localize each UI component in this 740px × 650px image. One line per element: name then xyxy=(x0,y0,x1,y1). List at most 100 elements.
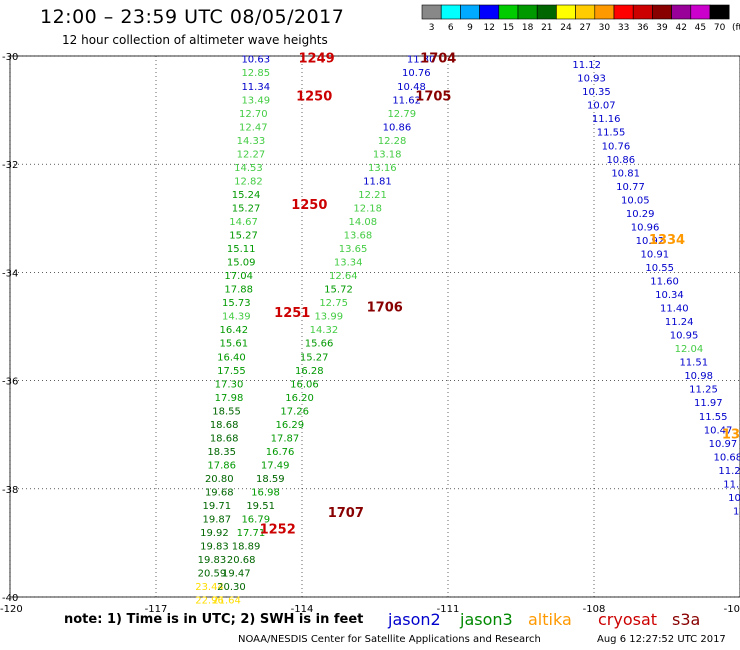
swh-label-jason3: 13.49 xyxy=(241,95,270,106)
color-scale-label: 6 xyxy=(448,23,454,33)
chart-subtitle: 12 hour collection of altimeter wave hei… xyxy=(62,33,328,47)
swh-label-jason2: 10.92 xyxy=(636,236,665,247)
pass-label-s3a: 1706 xyxy=(367,301,403,316)
swh-label-jason3: 18.59 xyxy=(256,474,285,485)
swh-label-jason3: 16.28 xyxy=(295,366,324,377)
swh-label-jason2: 11.60 xyxy=(650,277,679,288)
color-scale-label: 24 xyxy=(560,23,572,33)
pass-label-cryosat: 1249 xyxy=(299,52,335,67)
swh-label-jason3: 15.11 xyxy=(227,244,256,255)
swh-label-jason2: 10.81 xyxy=(611,168,640,179)
pass-label-cryosat: 1250 xyxy=(296,90,332,105)
y-tick-label: -36 xyxy=(2,377,18,388)
note-text: note: 1) Time is in UTC; 2) SWH is in fe… xyxy=(64,612,364,627)
credit-text: NOAA/NESDIS Center for Satellite Applica… xyxy=(238,634,541,645)
swh-label-jason3: 16.76 xyxy=(266,447,295,458)
swh-label-jason3: 15.72 xyxy=(324,285,353,296)
swh-label-jason3: 14.33 xyxy=(237,136,266,147)
swh-label-jason3: 19.68 xyxy=(205,488,234,499)
swh-label-jason3: 12.82 xyxy=(234,176,263,187)
swh-label-jason2: 10.98 xyxy=(684,371,713,382)
color-scale-swatch xyxy=(652,4,672,20)
color-scale-label: 21 xyxy=(541,23,552,33)
swh-label-jason2: 11.14 xyxy=(723,479,740,490)
swh-label-jason3: 16.06 xyxy=(290,379,319,390)
swh-label-jason3: 11.81 xyxy=(363,176,392,187)
swh-label-jason3: 16.20 xyxy=(285,393,314,404)
swh-label-jason3: 12.27 xyxy=(237,149,266,160)
swh-label-jason2: 11.97 xyxy=(694,398,723,409)
swh-label-jason2: 11.16 xyxy=(592,114,621,125)
x-tick-label: -10 xyxy=(724,604,740,615)
swh-label-jason2: 11.40 xyxy=(660,304,689,315)
color-scale-swatch xyxy=(556,4,576,20)
swh-label-jason2: 10.07 xyxy=(587,101,616,112)
swh-label-jason3: 12.75 xyxy=(319,298,348,309)
swh-label-jason3: 19.47 xyxy=(222,569,251,580)
swh-label-jason2: 10.76 xyxy=(602,141,631,152)
color-scale-swatch xyxy=(536,4,557,20)
color-scale-label: 39 xyxy=(656,23,668,33)
legend-label-s3a: s3a xyxy=(672,610,701,629)
legend-label-jason2: jason2 xyxy=(388,610,441,629)
swh-label-jason3: 12.21 xyxy=(358,190,387,201)
legend-label-altika: altika xyxy=(528,610,572,629)
color-scale-swatch xyxy=(690,4,711,20)
swh-label-jason2: 11.51 xyxy=(679,358,708,369)
swh-label-jason2: 11.12 xyxy=(572,60,601,71)
y-tick-label: -32 xyxy=(2,160,18,171)
swh-label-jason3: 14.32 xyxy=(310,325,339,336)
legend-cryosat: cryosat xyxy=(598,610,657,629)
swh-label-jason2: 12.04 xyxy=(675,344,704,355)
swh-label-jason3: 15.27 xyxy=(232,203,261,214)
swh-label-jason3: 18.68 xyxy=(210,433,239,444)
swh-label-jason3: 18.55 xyxy=(212,406,241,417)
swh-label-jason3: 16.42 xyxy=(220,325,249,336)
swh-label-jason3: 15.09 xyxy=(227,258,256,269)
y-tick-label: -40 xyxy=(2,593,18,604)
swh-label-jason3: 16.98 xyxy=(251,488,280,499)
swh-label-jason3: 19.51 xyxy=(246,501,275,512)
swh-label-jason3: 20.30 xyxy=(217,582,246,593)
swh-label-jason3: 13.34 xyxy=(334,258,363,269)
y-tick-label: -30 xyxy=(2,52,18,63)
color-scale-label: 33 xyxy=(618,23,629,33)
color-scale-swatch xyxy=(460,4,480,20)
x-tick-label: -111 xyxy=(437,604,460,615)
color-scale-swatch xyxy=(594,4,615,20)
color-scale-swatch xyxy=(575,4,596,20)
swh-label-jason2: 10.47 xyxy=(704,425,733,436)
color-scale-label: 3 xyxy=(429,23,435,33)
swh-label-jason2: 11.25 xyxy=(689,385,718,396)
pass-label-cryosat: 1251 xyxy=(274,306,310,321)
swh-label-jason3: 12.64 xyxy=(329,271,358,282)
swh-label-jason3: 19.87 xyxy=(203,515,232,526)
swh-label-jason2: 10.42 xyxy=(728,493,740,504)
color-scale-label: 30 xyxy=(599,23,611,33)
swh-label-jason3: 16.40 xyxy=(217,352,246,363)
y-tick-label: -34 xyxy=(2,268,18,279)
swh-label-jason2: 10.97 xyxy=(709,439,738,450)
color-scale-label: 15 xyxy=(503,23,514,33)
swh-label-jason3: 19.83 xyxy=(200,542,229,553)
swh-label-jason2: 11.55 xyxy=(699,412,728,423)
swh-label-jason3: 16.79 xyxy=(241,515,270,526)
x-tick-label: -114 xyxy=(291,604,314,615)
color-scale-label: 27 xyxy=(579,23,590,33)
swh-label-jason3: 17.55 xyxy=(217,366,246,377)
color-scale-swatch xyxy=(440,4,461,20)
chart-title: 12:00 – 23:59 UTC 08/05/2017 xyxy=(40,6,345,28)
color-scale-swatch xyxy=(632,4,653,20)
color-scale-label: 18 xyxy=(522,23,534,33)
swh-label-jason3: 13.68 xyxy=(344,231,373,242)
color-scale-label: 45 xyxy=(695,23,706,33)
swh-label-jason3: 12.85 xyxy=(241,68,270,79)
swh-label-jason3: 15.73 xyxy=(222,298,251,309)
swh-label-jason2: 10.34 xyxy=(655,290,684,301)
swh-label-jason2: 10.55 xyxy=(645,263,674,274)
pass-label-altika: 1334 xyxy=(649,233,685,248)
swh-label-jason3: 12.18 xyxy=(353,203,382,214)
x-tick-label: -117 xyxy=(145,604,168,615)
swh-label-jason2: 10.35 xyxy=(582,87,611,98)
